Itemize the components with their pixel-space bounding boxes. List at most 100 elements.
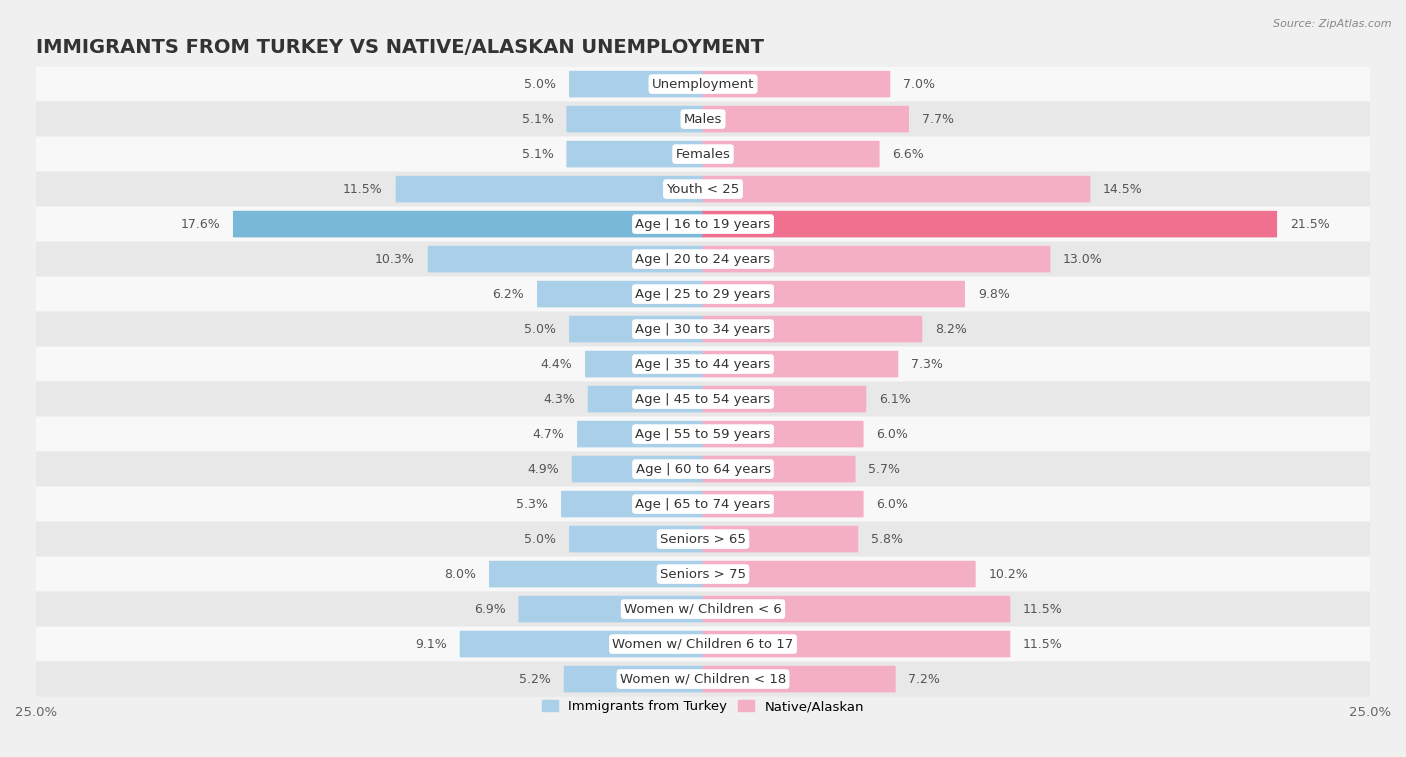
FancyBboxPatch shape xyxy=(703,176,1091,202)
FancyBboxPatch shape xyxy=(703,386,866,413)
FancyBboxPatch shape xyxy=(703,631,1011,657)
Text: 6.6%: 6.6% xyxy=(893,148,924,160)
Text: Women w/ Children 6 to 17: Women w/ Children 6 to 17 xyxy=(613,637,793,650)
FancyBboxPatch shape xyxy=(427,246,703,273)
Text: 4.3%: 4.3% xyxy=(543,393,575,406)
FancyBboxPatch shape xyxy=(567,141,703,167)
Text: Age | 25 to 29 years: Age | 25 to 29 years xyxy=(636,288,770,301)
Text: 5.3%: 5.3% xyxy=(516,497,548,510)
Text: Age | 55 to 59 years: Age | 55 to 59 years xyxy=(636,428,770,441)
Text: Age | 20 to 24 years: Age | 20 to 24 years xyxy=(636,253,770,266)
Text: 17.6%: 17.6% xyxy=(180,217,221,231)
FancyBboxPatch shape xyxy=(37,347,1369,382)
FancyBboxPatch shape xyxy=(519,596,703,622)
Text: 6.2%: 6.2% xyxy=(492,288,524,301)
Text: 6.9%: 6.9% xyxy=(474,603,506,615)
FancyBboxPatch shape xyxy=(37,172,1369,207)
FancyBboxPatch shape xyxy=(37,416,1369,452)
FancyBboxPatch shape xyxy=(703,246,1050,273)
FancyBboxPatch shape xyxy=(564,665,703,693)
FancyBboxPatch shape xyxy=(569,526,703,553)
FancyBboxPatch shape xyxy=(569,71,703,98)
Text: 5.8%: 5.8% xyxy=(872,533,903,546)
Text: 4.7%: 4.7% xyxy=(533,428,564,441)
FancyBboxPatch shape xyxy=(37,591,1369,627)
Text: 11.5%: 11.5% xyxy=(1024,637,1063,650)
FancyBboxPatch shape xyxy=(489,561,703,587)
Text: 5.0%: 5.0% xyxy=(524,78,557,91)
FancyBboxPatch shape xyxy=(703,281,965,307)
FancyBboxPatch shape xyxy=(576,421,703,447)
FancyBboxPatch shape xyxy=(460,631,703,657)
FancyBboxPatch shape xyxy=(703,526,858,553)
Text: 8.0%: 8.0% xyxy=(444,568,477,581)
FancyBboxPatch shape xyxy=(37,487,1369,522)
FancyBboxPatch shape xyxy=(37,241,1369,276)
Text: Age | 45 to 54 years: Age | 45 to 54 years xyxy=(636,393,770,406)
FancyBboxPatch shape xyxy=(395,176,703,202)
Text: 10.3%: 10.3% xyxy=(375,253,415,266)
FancyBboxPatch shape xyxy=(703,71,890,98)
Text: Age | 60 to 64 years: Age | 60 to 64 years xyxy=(636,463,770,475)
Text: 5.1%: 5.1% xyxy=(522,113,554,126)
FancyBboxPatch shape xyxy=(703,665,896,693)
Text: 5.7%: 5.7% xyxy=(869,463,900,475)
FancyBboxPatch shape xyxy=(37,101,1369,136)
FancyBboxPatch shape xyxy=(37,556,1369,591)
FancyBboxPatch shape xyxy=(37,136,1369,172)
FancyBboxPatch shape xyxy=(703,316,922,342)
FancyBboxPatch shape xyxy=(37,522,1369,556)
FancyBboxPatch shape xyxy=(37,67,1369,101)
Text: Age | 35 to 44 years: Age | 35 to 44 years xyxy=(636,357,770,371)
FancyBboxPatch shape xyxy=(37,207,1369,241)
FancyBboxPatch shape xyxy=(37,627,1369,662)
FancyBboxPatch shape xyxy=(585,350,703,378)
Text: 7.0%: 7.0% xyxy=(903,78,935,91)
Text: 11.5%: 11.5% xyxy=(1024,603,1063,615)
Text: Women w/ Children < 6: Women w/ Children < 6 xyxy=(624,603,782,615)
Text: Females: Females xyxy=(675,148,731,160)
FancyBboxPatch shape xyxy=(703,561,976,587)
FancyBboxPatch shape xyxy=(703,456,856,482)
Text: 8.2%: 8.2% xyxy=(935,322,967,335)
Text: 7.3%: 7.3% xyxy=(911,357,943,371)
FancyBboxPatch shape xyxy=(572,456,703,482)
Text: Seniors > 75: Seniors > 75 xyxy=(659,568,747,581)
Text: 9.8%: 9.8% xyxy=(977,288,1010,301)
FancyBboxPatch shape xyxy=(703,421,863,447)
FancyBboxPatch shape xyxy=(703,350,898,378)
Text: Age | 16 to 19 years: Age | 16 to 19 years xyxy=(636,217,770,231)
FancyBboxPatch shape xyxy=(37,452,1369,487)
FancyBboxPatch shape xyxy=(37,382,1369,416)
Text: 21.5%: 21.5% xyxy=(1289,217,1330,231)
FancyBboxPatch shape xyxy=(537,281,703,307)
Text: 14.5%: 14.5% xyxy=(1104,182,1143,195)
Text: Seniors > 65: Seniors > 65 xyxy=(659,533,747,546)
Text: 9.1%: 9.1% xyxy=(415,637,447,650)
Text: Age | 30 to 34 years: Age | 30 to 34 years xyxy=(636,322,770,335)
Text: 11.5%: 11.5% xyxy=(343,182,382,195)
FancyBboxPatch shape xyxy=(569,316,703,342)
Text: Unemployment: Unemployment xyxy=(652,78,754,91)
FancyBboxPatch shape xyxy=(588,386,703,413)
Text: Youth < 25: Youth < 25 xyxy=(666,182,740,195)
FancyBboxPatch shape xyxy=(561,491,703,517)
Text: 7.2%: 7.2% xyxy=(908,672,941,686)
FancyBboxPatch shape xyxy=(703,491,863,517)
Text: 6.0%: 6.0% xyxy=(876,428,908,441)
Text: 5.2%: 5.2% xyxy=(519,672,551,686)
FancyBboxPatch shape xyxy=(703,210,1277,238)
FancyBboxPatch shape xyxy=(37,312,1369,347)
Text: 5.0%: 5.0% xyxy=(524,322,557,335)
FancyBboxPatch shape xyxy=(37,276,1369,312)
Text: 13.0%: 13.0% xyxy=(1063,253,1102,266)
Legend: Immigrants from Turkey, Native/Alaskan: Immigrants from Turkey, Native/Alaskan xyxy=(537,695,869,718)
FancyBboxPatch shape xyxy=(37,662,1369,696)
FancyBboxPatch shape xyxy=(567,106,703,132)
Text: 5.1%: 5.1% xyxy=(522,148,554,160)
Text: 4.9%: 4.9% xyxy=(527,463,560,475)
FancyBboxPatch shape xyxy=(233,210,703,238)
Text: 5.0%: 5.0% xyxy=(524,533,557,546)
Text: 7.7%: 7.7% xyxy=(922,113,953,126)
Text: IMMIGRANTS FROM TURKEY VS NATIVE/ALASKAN UNEMPLOYMENT: IMMIGRANTS FROM TURKEY VS NATIVE/ALASKAN… xyxy=(37,38,763,57)
